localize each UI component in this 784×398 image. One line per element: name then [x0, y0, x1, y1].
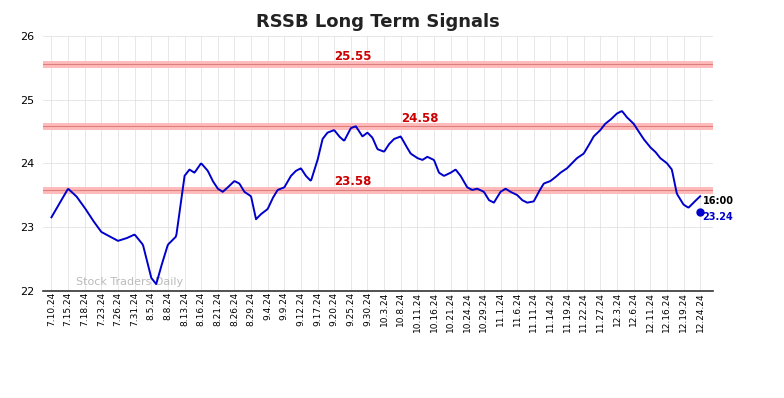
Text: 25.55: 25.55: [334, 50, 372, 63]
Title: RSSB Long Term Signals: RSSB Long Term Signals: [256, 14, 500, 31]
Text: 24.58: 24.58: [401, 112, 438, 125]
Text: 23.58: 23.58: [334, 176, 372, 189]
Text: 23.24: 23.24: [702, 212, 733, 222]
Text: 16:00: 16:00: [702, 196, 734, 207]
Text: Stock Traders Daily: Stock Traders Daily: [76, 277, 183, 287]
Point: [694, 209, 706, 215]
